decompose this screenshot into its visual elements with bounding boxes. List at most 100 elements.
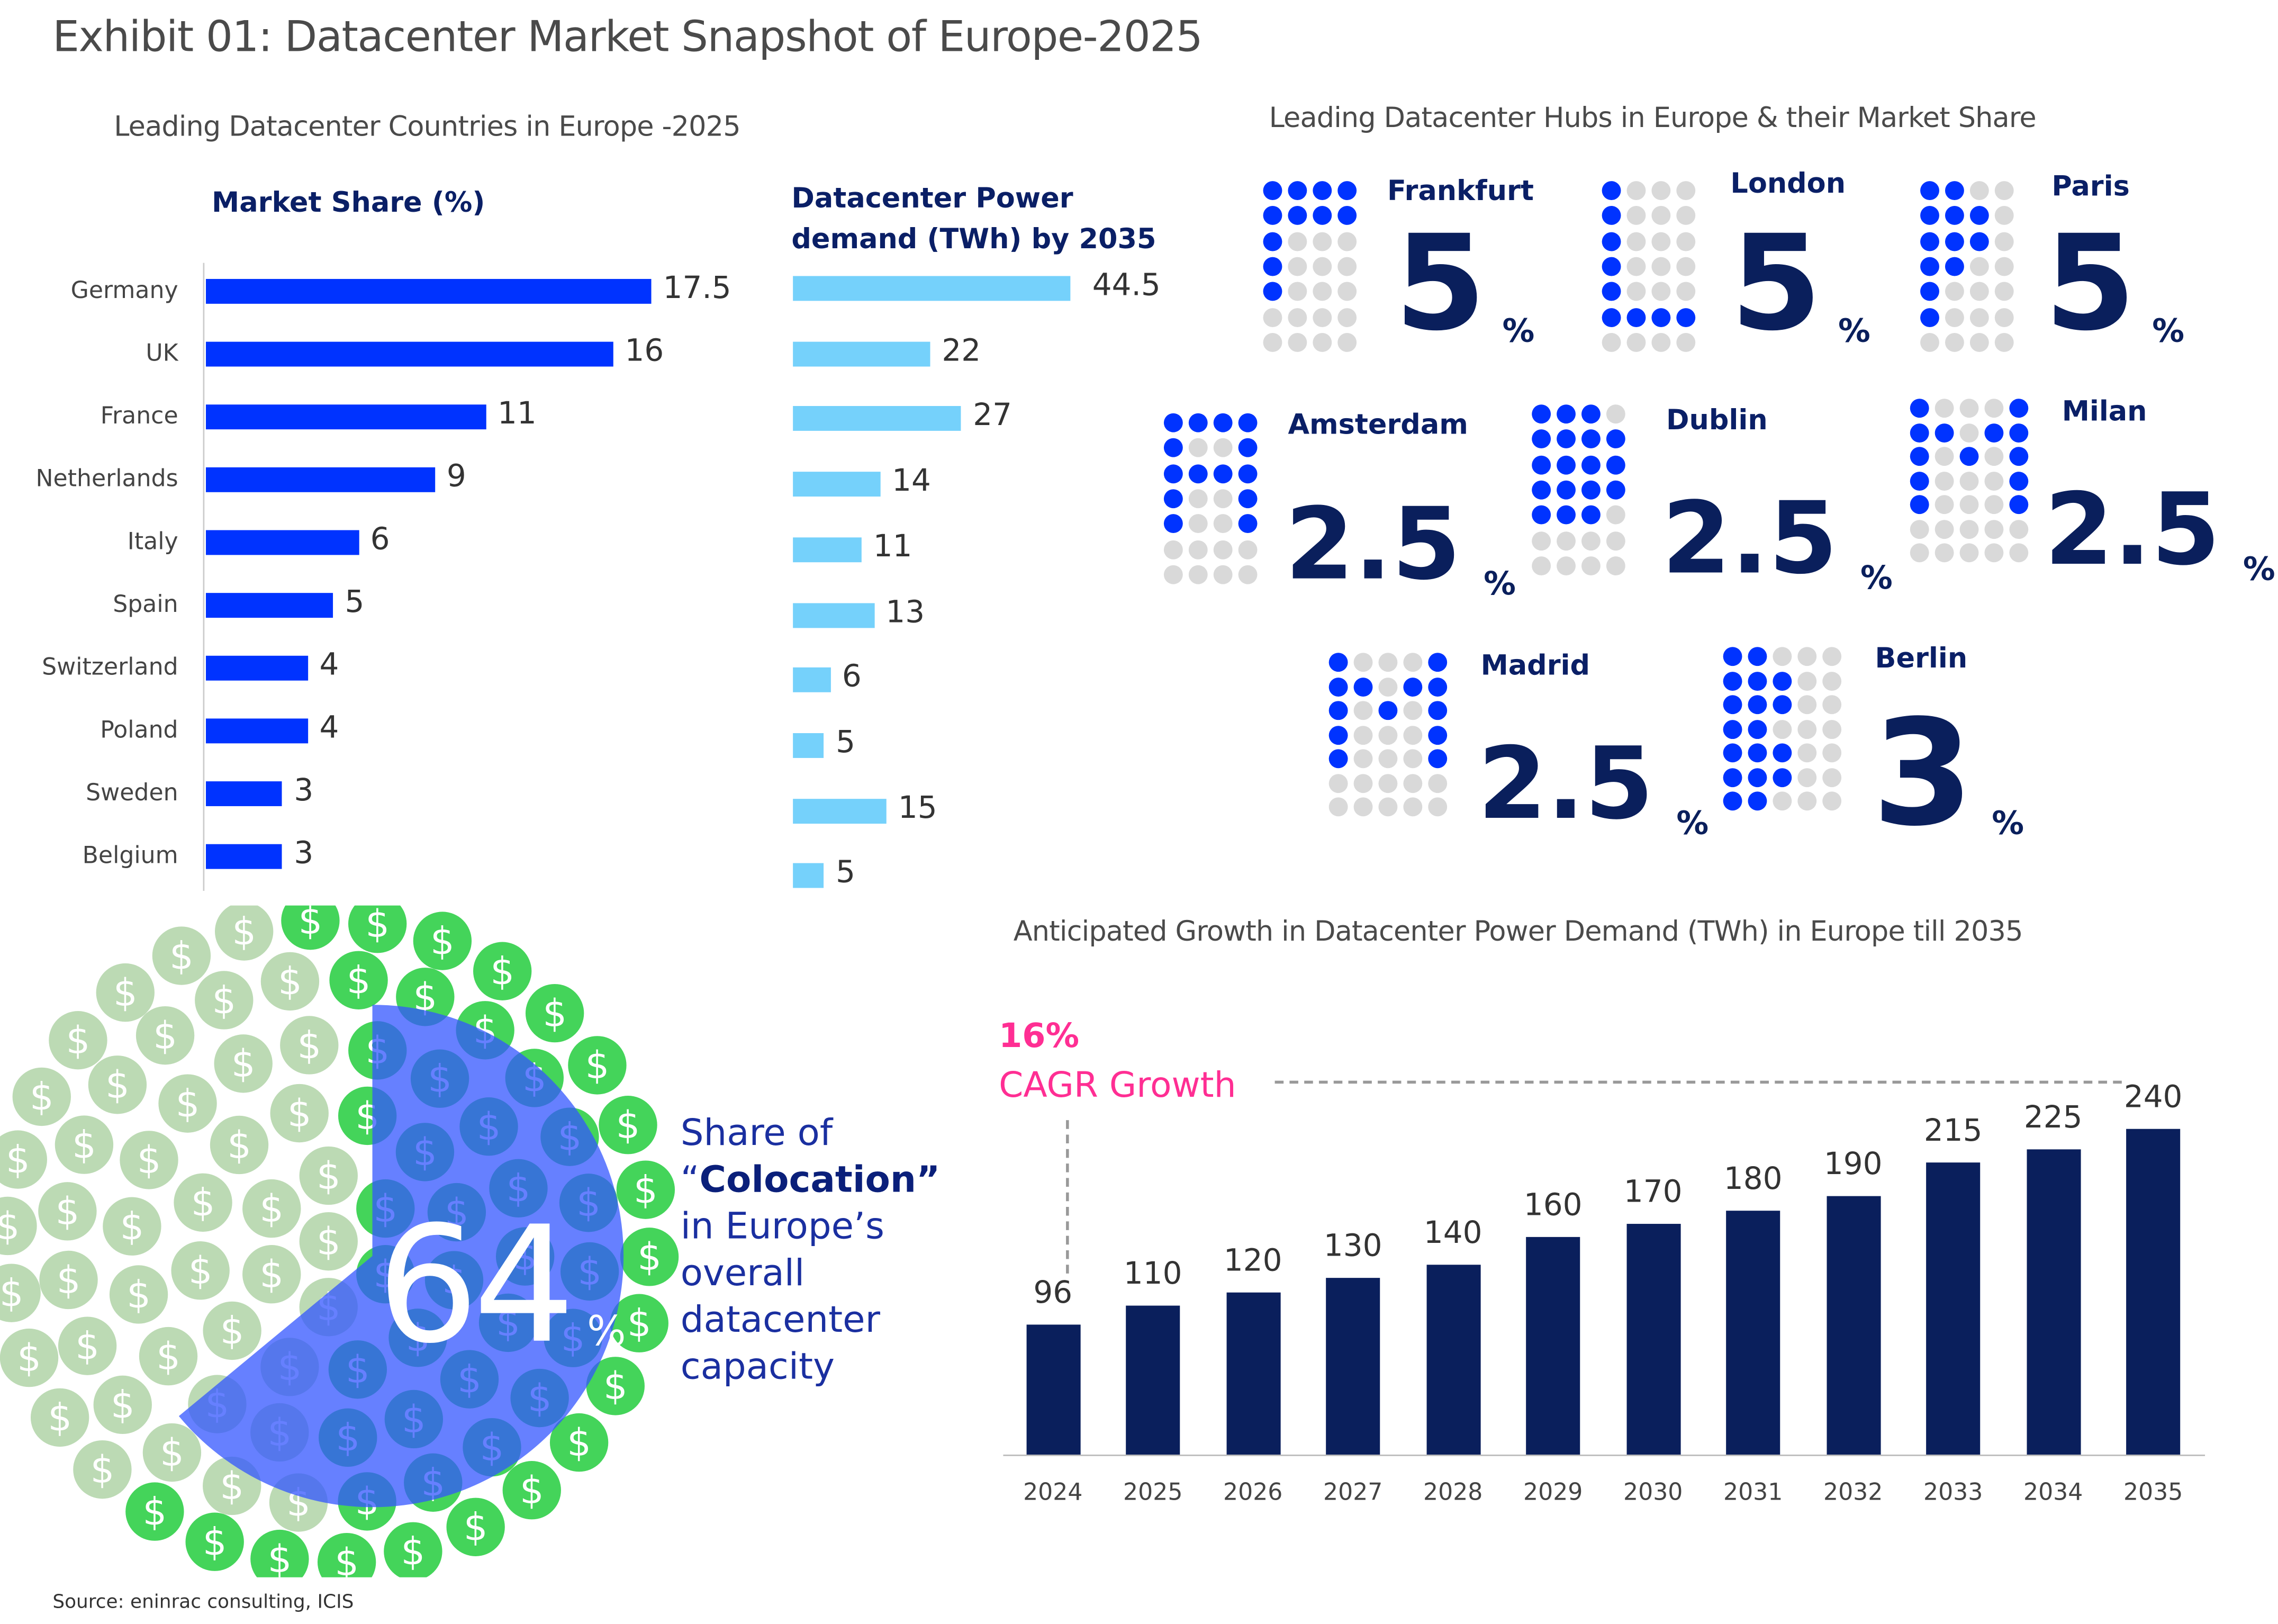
- dollar-coin-icon: $: [586, 1357, 645, 1415]
- svg-text:$: $: [191, 1180, 215, 1225]
- caption-line: overall: [680, 1251, 805, 1294]
- waffle-dot-filled: [1920, 282, 1939, 301]
- dollar-coin-icon: $: [109, 1265, 168, 1324]
- waffle-dot-filled: [1532, 404, 1551, 424]
- dollar-coin-icon: $: [260, 952, 320, 1011]
- waffle-dot-empty: [1960, 399, 1979, 418]
- dollar-coin-icon: $: [49, 1011, 107, 1070]
- dollar-coin-icon: $: [620, 1228, 679, 1286]
- waffle-dot-filled: [1748, 671, 1767, 690]
- growth-value: 160: [1523, 1187, 1583, 1223]
- power-demand-bar: [793, 407, 962, 431]
- waffle-dot-filled: [2010, 447, 2029, 466]
- waffle-dot-filled: [1723, 671, 1742, 690]
- waffle-dot-empty: [1313, 307, 1332, 327]
- market-share-bar: [206, 404, 486, 430]
- market-share-bar: [206, 593, 333, 618]
- waffle-dot-empty: [1404, 701, 1423, 720]
- waffle-dot-filled: [1773, 671, 1792, 690]
- waffle-dot-empty: [1353, 653, 1373, 672]
- dollar-coin-icon: $: [242, 1245, 301, 1304]
- market-share-value: 4: [319, 647, 339, 682]
- market-share-value: 3: [294, 835, 314, 871]
- waffle-dot-filled: [1935, 422, 1954, 442]
- waffle-dot-empty: [1960, 471, 1979, 490]
- growth-value: 130: [1323, 1228, 1382, 1264]
- waffle-dot-empty: [1606, 530, 1626, 550]
- svg-text:$: $: [120, 1204, 144, 1249]
- svg-text:$: $: [297, 1023, 321, 1067]
- waffle-dot-empty: [1214, 489, 1233, 508]
- waffle-dot-filled: [2010, 422, 2029, 442]
- waffle-dot-filled: [1189, 413, 1208, 432]
- waffle-dot-empty: [1651, 282, 1671, 301]
- waffle-dot-filled: [1313, 206, 1332, 225]
- hub-name: Frankfurt: [1387, 175, 1534, 207]
- market-share-value: 4: [319, 709, 339, 745]
- market-share-bar: [206, 655, 308, 681]
- waffle-dot-empty: [1823, 743, 1842, 763]
- svg-text:$: $: [111, 1383, 135, 1427]
- market-share-value: 5: [345, 584, 365, 619]
- waffle-dot-empty: [1995, 332, 2014, 352]
- svg-text:$: $: [72, 1122, 96, 1167]
- waffle-dot-empty: [1313, 231, 1332, 251]
- hub-share-unit: %: [1502, 313, 1535, 350]
- waffle-dot-empty: [1214, 514, 1233, 534]
- svg-text:$: $: [156, 1334, 180, 1378]
- svg-text:$: $: [430, 918, 455, 963]
- waffle-dot-empty: [1532, 556, 1551, 575]
- cagr-dashed-line: [1066, 1120, 1069, 1274]
- waffle-dot-filled: [1263, 282, 1282, 301]
- waffle-dot-filled: [1723, 743, 1742, 763]
- waffle-dot-empty: [1404, 725, 1423, 744]
- waffle-dot-empty: [1798, 719, 1818, 738]
- waffle-dot-empty: [1935, 543, 1954, 563]
- power-demand-bar: [793, 667, 830, 693]
- svg-text:$: $: [490, 949, 514, 994]
- waffle-dot-filled: [1429, 749, 1448, 769]
- waffle-dot-filled: [1532, 480, 1551, 500]
- waffle-dot-empty: [1798, 695, 1818, 715]
- waffle-dot-empty: [1995, 282, 2014, 301]
- dollar-coin-icon: $: [215, 905, 274, 961]
- svg-text:$: $: [212, 978, 236, 1022]
- country-label: Belgium: [82, 841, 178, 869]
- dollar-coin-icon: $: [299, 1212, 358, 1271]
- waffle-dot-empty: [1263, 307, 1282, 327]
- svg-text:$: $: [169, 933, 194, 978]
- waffle-dot-filled: [1328, 653, 1348, 672]
- waffle-dot-empty: [1379, 725, 1398, 744]
- waffle-dot-empty: [1798, 647, 1818, 666]
- dollar-coin-icon: $: [135, 1006, 195, 1065]
- waffle-dot-empty: [1773, 791, 1792, 811]
- quote: ”: [916, 1158, 941, 1201]
- waffle-dot-filled: [1263, 206, 1282, 225]
- country-label: Sweden: [86, 778, 178, 806]
- waffle-dot-filled: [1920, 307, 1939, 327]
- hub-share-value: 2.5: [1285, 488, 1461, 603]
- colocation-pie: $ $ $ $ $ $ $ $ $ $ $ $ $ $ $ $ $ $ $ $ $ $ $ $ $ $ $ $ $ $ $ $ $ $ $ $ $ $ $ $…: [0, 905, 679, 1577]
- dollar-coin-icon: $: [568, 1036, 627, 1095]
- hub-share-value: 2.5: [2044, 473, 2220, 589]
- svg-text:$: $: [603, 1364, 628, 1408]
- waffle-dot-filled: [1910, 447, 1929, 466]
- market-share-value: 17.5: [663, 270, 731, 305]
- waffle-dot-empty: [1823, 671, 1842, 690]
- growth-bar: [1726, 1210, 1780, 1455]
- waffle-dot-filled: [1328, 749, 1348, 769]
- caption-line: Share of: [680, 1111, 833, 1154]
- waffle-dot-empty: [1985, 447, 2004, 466]
- waffle-dot-filled: [1723, 695, 1742, 715]
- dollar-coin-icon: $: [270, 1084, 329, 1143]
- waffle-dot-empty: [1985, 399, 2004, 418]
- waffle-dot-empty: [1970, 257, 1990, 276]
- dollar-coin-icon: $: [139, 1327, 198, 1386]
- waffle-dot-filled: [1338, 206, 1357, 225]
- waffle-dot-empty: [1313, 332, 1332, 352]
- waffle-dot-empty: [1823, 791, 1842, 811]
- waffle-dot-filled: [1748, 647, 1767, 666]
- growth-value: 190: [1823, 1147, 1883, 1183]
- waffle-dot-filled: [1773, 743, 1792, 763]
- waffle-dot-empty: [1379, 676, 1398, 696]
